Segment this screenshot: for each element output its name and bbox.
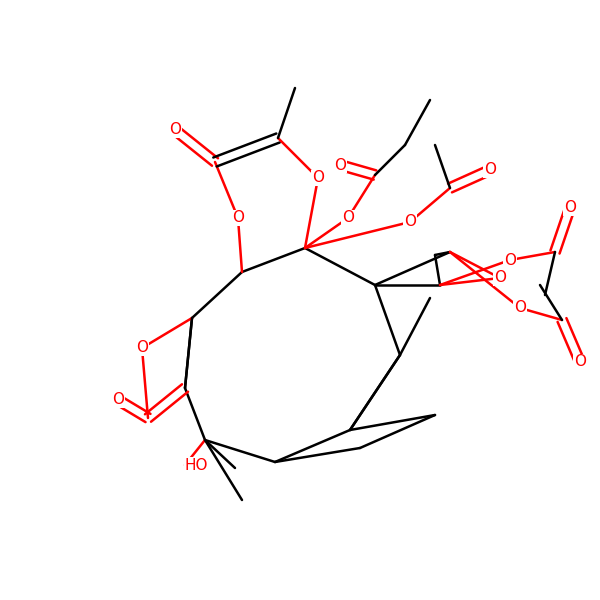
Text: O: O — [232, 211, 244, 226]
Text: O: O — [404, 214, 416, 229]
Text: O: O — [342, 211, 354, 226]
Text: O: O — [514, 301, 526, 316]
Text: O: O — [564, 200, 576, 215]
Text: O: O — [312, 170, 324, 185]
Text: O: O — [136, 340, 148, 355]
Text: O: O — [484, 163, 496, 178]
Text: O: O — [169, 122, 181, 137]
Text: O: O — [112, 392, 124, 407]
Text: O: O — [504, 253, 516, 268]
Text: O: O — [334, 157, 346, 173]
Text: O: O — [574, 355, 586, 370]
Text: O: O — [494, 271, 506, 286]
Text: HO: HO — [185, 457, 209, 473]
